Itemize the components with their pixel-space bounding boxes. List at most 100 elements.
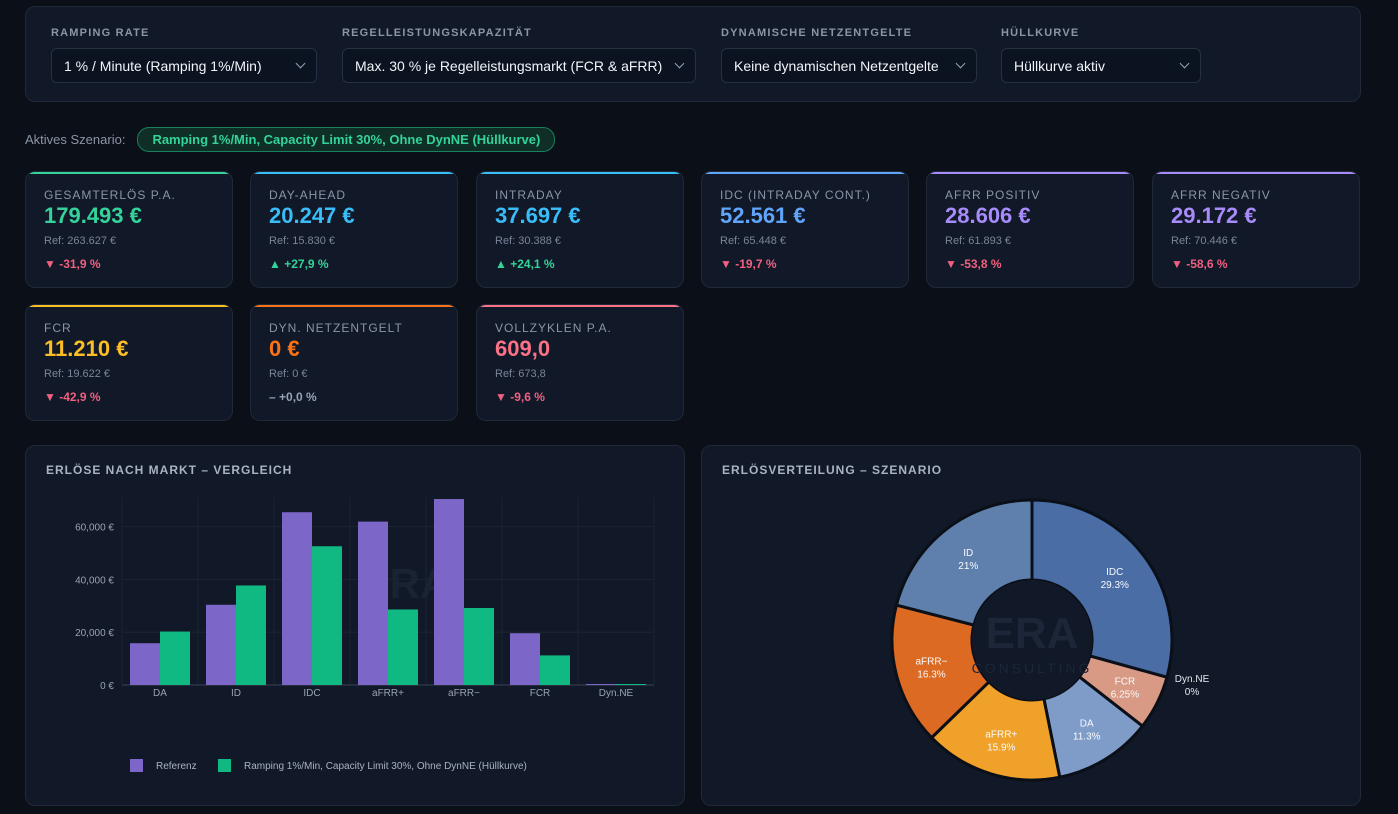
chevron-down-icon — [1179, 58, 1190, 69]
bar-scenario[interactable] — [160, 631, 190, 685]
slice-label: ID — [963, 548, 973, 559]
kpi-card-fcr: FCR 11.210 € Ref: 19.622 € ▼ -42,9 % — [25, 304, 233, 421]
kpi-label: aFRR Negativ — [1171, 188, 1271, 202]
pie-chart-title: Erlösverteilung – Szenario — [722, 463, 943, 477]
kpi-delta: ▼ -53,8 % — [945, 257, 1002, 271]
kpi-value: 609,0 — [495, 336, 551, 361]
y-tick-label: 40,000 € — [75, 575, 114, 586]
filter-label: Dynamische Netzentgelte — [721, 27, 913, 39]
kpi-value: 0 € — [269, 336, 300, 361]
kpi-ref: Ref: 19.622 € — [44, 368, 111, 380]
netzentgelte-select[interactable]: Keine dynamischen Netzentgelte — [721, 48, 977, 83]
bar-chart-title: Erlöse nach Markt – Vergleich — [46, 463, 293, 477]
bar-chart: ERA 0 €20,000 €40,000 €60,000 €DA ID IDC aF… — [75, 497, 655, 772]
kpi-ref: Ref: 263.627 € — [44, 235, 117, 247]
kpi-delta: ▼ -9,6 % — [495, 390, 545, 404]
kpi-ref: Ref: 15.830 € — [269, 235, 336, 247]
kpi-ref: Ref: 673,8 — [495, 368, 546, 380]
kpi-card-gesamterloes: Gesamterlös p.a. 179.493 € Ref: 263.627 … — [25, 171, 233, 288]
slice-label: FCR — [1115, 677, 1136, 688]
slice-label: IDC — [1106, 567, 1123, 578]
legend-label-referenz: Referenz — [156, 761, 197, 772]
select-value: 1 % / Minute (Ramping 1%/Min) — [64, 57, 262, 74]
kpi-value: 11.210 € — [44, 336, 129, 361]
slice-label: aFRR+ — [985, 729, 1017, 740]
legend-swatch-referenz — [130, 759, 143, 772]
slice-label: aFRR− — [916, 657, 948, 668]
watermark-logo: ERA — [986, 609, 1079, 658]
bar-referenz[interactable] — [206, 604, 236, 685]
kpi-delta: ▲ +24,1 % — [495, 257, 555, 271]
slice-percent: 6.25% — [1111, 690, 1139, 701]
kpi-delta: ▼ -42,9 % — [44, 390, 101, 404]
x-tick-label: FCR — [530, 688, 551, 699]
bar-scenario[interactable] — [388, 609, 418, 685]
kpi-card-idc: IDC (Intraday Cont.) 52.561 € Ref: 65.44… — [701, 171, 909, 288]
kpi-card-dyn-netzentgelt: Dyn. Netzentgelt 0 € Ref: 0 € – +0,0 % — [250, 304, 458, 421]
select-value: Max. 30 % je Regelleistungsmarkt (FCR & … — [355, 57, 663, 74]
bar-referenz[interactable] — [130, 643, 160, 685]
filter-label: Ramping Rate — [51, 27, 150, 39]
x-tick-label: Dyn.NE — [599, 688, 634, 699]
slice-label: Dyn.NE — [1175, 674, 1210, 685]
chevron-down-icon — [674, 58, 685, 69]
kpi-delta: – +0,0 % — [269, 390, 317, 404]
kpi-card-intraday: Intraday 37.697 € Ref: 30.388 € ▲ +24,1 … — [476, 171, 684, 288]
kpi-value: 28.606 € — [945, 203, 1031, 228]
kpi-card-afrr-negativ: aFRR Negativ 29.172 € Ref: 70.446 € ▼ -5… — [1152, 171, 1360, 288]
chevron-down-icon — [955, 58, 966, 69]
kpi-ref: Ref: 61.893 € — [945, 235, 1012, 247]
bar-scenario[interactable] — [540, 655, 570, 685]
bar-referenz[interactable] — [510, 633, 540, 685]
slice-percent: 29.3% — [1101, 580, 1129, 591]
kpi-ref: Ref: 70.446 € — [1171, 235, 1238, 247]
bar-scenario[interactable] — [312, 546, 342, 685]
pie-chart-panel: Erlösverteilung – Szenario ERA CONSULTIN… — [701, 445, 1361, 806]
ramping-rate-select[interactable]: 1 % / Minute (Ramping 1%/Min) — [51, 48, 317, 83]
slice-percent: 21% — [958, 561, 978, 572]
huellkurve-select[interactable]: Hüllkurve aktiv — [1001, 48, 1201, 83]
donut-hole — [972, 580, 1092, 700]
bar-referenz[interactable] — [282, 512, 312, 685]
regelleistung-select[interactable]: Max. 30 % je Regelleistungsmarkt (FCR & … — [342, 48, 696, 83]
kpi-label: Intraday — [495, 188, 563, 202]
kpi-ref: Ref: 0 € — [269, 368, 308, 380]
kpi-label: Vollzyklen p.a. — [495, 321, 612, 335]
kpi-value: 52.561 € — [720, 203, 806, 228]
kpi-value: 37.697 € — [495, 203, 581, 228]
bar-scenario[interactable] — [236, 585, 266, 685]
kpi-label: IDC (Intraday Cont.) — [720, 188, 871, 202]
select-value: Keine dynamischen Netzentgelte — [734, 57, 939, 74]
legend-swatch-scenario — [218, 759, 231, 772]
kpi-delta: ▼ -19,7 % — [720, 257, 777, 271]
kpi-delta: ▼ -31,9 % — [44, 257, 101, 271]
slice-percent: 16.3% — [917, 670, 945, 681]
bar-referenz[interactable] — [586, 684, 616, 685]
filter-ramping-rate: Ramping Rate 1 % / Minute (Ramping 1%/Mi… — [51, 27, 317, 83]
kpi-label: Gesamterlös p.a. — [44, 188, 176, 202]
filter-netzentgelte: Dynamische Netzentgelte Keine dynamische… — [721, 27, 977, 83]
scenario-badge: Ramping 1%/Min, Capacity Limit 30%, Ohne… — [137, 126, 556, 152]
kpi-card-vollzyklen: Vollzyklen p.a. 609,0 Ref: 673,8 ▼ -9,6 … — [476, 304, 684, 421]
bar-referenz[interactable] — [358, 521, 388, 685]
kpi-label: aFRR Positiv — [945, 188, 1041, 202]
bar-chart-panel: Erlöse nach Markt – Vergleich ERA 0 €20,… — [25, 445, 685, 806]
x-tick-label: aFRR+ — [372, 688, 404, 699]
kpi-ref: Ref: 65.448 € — [720, 235, 787, 247]
y-tick-label: 60,000 € — [75, 523, 114, 534]
kpi-delta: ▼ -58,6 % — [1171, 257, 1228, 271]
kpi-label: FCR — [44, 321, 72, 335]
select-value: Hüllkurve aktiv — [1014, 57, 1106, 74]
y-tick-label: 0 € — [100, 681, 114, 692]
kpi-value: 20.247 € — [269, 203, 355, 228]
kpi-card-afrr-positiv: aFRR Positiv 28.606 € Ref: 61.893 € ▼ -5… — [926, 171, 1134, 288]
x-tick-label: DA — [153, 688, 167, 699]
bar-referenz[interactable] — [434, 499, 464, 685]
kpi-delta: ▲ +27,9 % — [269, 257, 329, 271]
bar-scenario[interactable] — [616, 684, 646, 685]
legend-label-scenario: Ramping 1%/Min, Capacity Limit 30%, Ohne… — [244, 761, 527, 772]
kpi-label: Day-Ahead — [269, 188, 347, 202]
bar-scenario[interactable] — [464, 607, 494, 685]
kpi-value: 179.493 € — [44, 203, 142, 228]
filter-regelleistung: Regelleistungskapazität Max. 30 % je Reg… — [342, 27, 696, 83]
